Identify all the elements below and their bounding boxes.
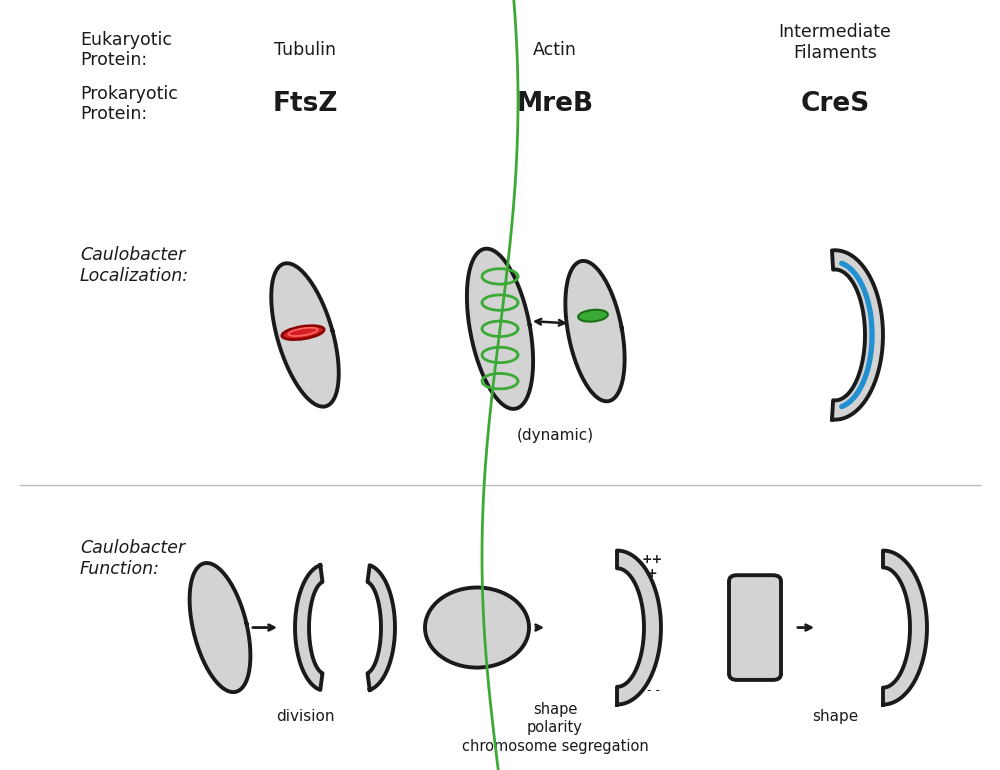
Polygon shape bbox=[190, 563, 250, 692]
Polygon shape bbox=[368, 565, 395, 690]
Polygon shape bbox=[467, 249, 533, 409]
Text: shape: shape bbox=[812, 708, 858, 724]
Circle shape bbox=[425, 588, 529, 668]
Text: - -: - - bbox=[647, 685, 660, 697]
Text: ++: ++ bbox=[642, 554, 663, 566]
Polygon shape bbox=[271, 263, 339, 407]
Text: MreB: MreB bbox=[516, 91, 594, 117]
Text: division: division bbox=[276, 708, 334, 724]
Text: (dynamic): (dynamic) bbox=[516, 427, 594, 443]
Polygon shape bbox=[565, 261, 625, 401]
Text: shape
polarity
chromosome segregation: shape polarity chromosome segregation bbox=[462, 701, 648, 754]
Text: +: + bbox=[647, 567, 658, 580]
Text: Eukaryotic
Protein:: Eukaryotic Protein: bbox=[80, 31, 172, 69]
Polygon shape bbox=[883, 551, 927, 705]
Polygon shape bbox=[832, 250, 883, 420]
Text: Prokaryotic
Protein:: Prokaryotic Protein: bbox=[80, 85, 178, 123]
Text: Caulobacter
Localization:: Caulobacter Localization: bbox=[80, 246, 189, 285]
Text: CreS: CreS bbox=[800, 91, 870, 117]
Text: FtsZ: FtsZ bbox=[272, 91, 338, 117]
Polygon shape bbox=[617, 551, 661, 705]
Text: Tubulin: Tubulin bbox=[274, 41, 336, 59]
Text: Actin: Actin bbox=[533, 41, 577, 59]
Ellipse shape bbox=[578, 310, 608, 322]
Polygon shape bbox=[295, 565, 322, 690]
Text: Caulobacter
Function:: Caulobacter Function: bbox=[80, 539, 185, 578]
Ellipse shape bbox=[282, 326, 324, 340]
Text: Intermediate
Filaments: Intermediate Filaments bbox=[779, 23, 891, 62]
FancyBboxPatch shape bbox=[729, 575, 781, 680]
